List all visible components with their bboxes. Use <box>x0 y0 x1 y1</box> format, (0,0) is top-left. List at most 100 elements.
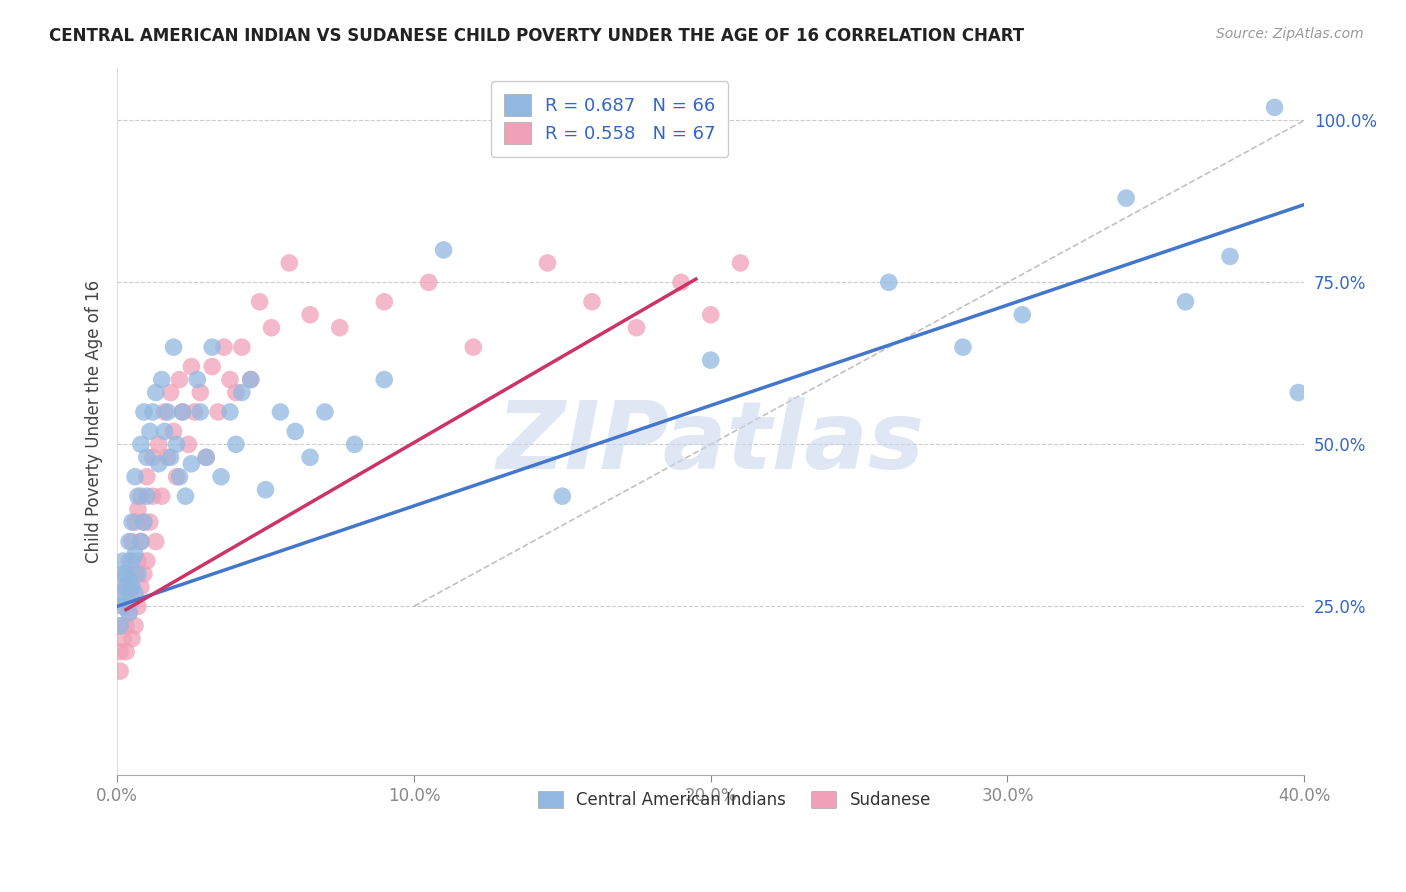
Point <box>112 599 135 614</box>
Point <box>239 373 262 387</box>
Point <box>132 566 155 581</box>
Point <box>115 619 138 633</box>
Point <box>299 308 322 322</box>
Point <box>121 515 143 529</box>
Point <box>108 664 131 678</box>
Point <box>148 457 170 471</box>
Point <box>124 469 146 483</box>
Point <box>169 373 191 387</box>
Point <box>174 489 197 503</box>
Point <box>121 632 143 646</box>
Point <box>124 566 146 581</box>
Point <box>180 457 202 471</box>
Point <box>112 580 135 594</box>
Point <box>129 580 152 594</box>
Point <box>231 385 253 400</box>
Point <box>209 469 232 483</box>
Legend: Central American Indians, Sudanese: Central American Indians, Sudanese <box>531 784 938 816</box>
Point <box>156 450 179 465</box>
Point <box>172 405 194 419</box>
Point <box>108 645 131 659</box>
Point <box>115 566 138 581</box>
Point <box>418 276 440 290</box>
Point <box>127 554 149 568</box>
Point <box>1264 100 1286 114</box>
Point <box>135 554 157 568</box>
Point <box>121 580 143 594</box>
Point <box>112 566 135 581</box>
Point <box>1286 385 1309 400</box>
Point <box>730 256 752 270</box>
Point <box>463 340 485 354</box>
Point <box>166 437 188 451</box>
Text: CENTRAL AMERICAN INDIAN VS SUDANESE CHILD POVERTY UNDER THE AGE OF 16 CORRELATIO: CENTRAL AMERICAN INDIAN VS SUDANESE CHIL… <box>49 27 1025 45</box>
Y-axis label: Child Poverty Under the Age of 16: Child Poverty Under the Age of 16 <box>86 280 103 563</box>
Point <box>124 619 146 633</box>
Point <box>159 450 181 465</box>
Point <box>699 353 721 368</box>
Point <box>124 548 146 562</box>
Point <box>433 243 456 257</box>
Point <box>132 515 155 529</box>
Point <box>169 469 191 483</box>
Point <box>142 450 165 465</box>
Point <box>373 294 395 309</box>
Point <box>124 586 146 600</box>
Point <box>1219 249 1241 263</box>
Point <box>156 405 179 419</box>
Point <box>877 276 900 290</box>
Point <box>201 340 224 354</box>
Point <box>121 554 143 568</box>
Point <box>225 437 247 451</box>
Point <box>108 619 131 633</box>
Point <box>112 599 135 614</box>
Point <box>207 405 229 419</box>
Point <box>139 425 162 439</box>
Point <box>129 489 152 503</box>
Point <box>186 373 208 387</box>
Point <box>112 554 135 568</box>
Point <box>145 534 167 549</box>
Point <box>581 294 603 309</box>
Point <box>177 437 200 451</box>
Point <box>129 534 152 549</box>
Point <box>139 515 162 529</box>
Point <box>172 405 194 419</box>
Point <box>952 340 974 354</box>
Point <box>142 489 165 503</box>
Point <box>699 308 721 322</box>
Point <box>219 373 242 387</box>
Point <box>127 489 149 503</box>
Point <box>148 437 170 451</box>
Point <box>115 566 138 581</box>
Point <box>118 574 141 588</box>
Point <box>231 340 253 354</box>
Point <box>162 340 184 354</box>
Point <box>135 469 157 483</box>
Point <box>135 489 157 503</box>
Point <box>314 405 336 419</box>
Point <box>132 515 155 529</box>
Point <box>212 340 235 354</box>
Point <box>1011 308 1033 322</box>
Point <box>1174 294 1197 309</box>
Point <box>188 405 211 419</box>
Point <box>626 320 648 334</box>
Point <box>129 534 152 549</box>
Point <box>249 294 271 309</box>
Point <box>159 385 181 400</box>
Point <box>124 515 146 529</box>
Point <box>121 534 143 549</box>
Point <box>162 425 184 439</box>
Point <box>239 373 262 387</box>
Point <box>195 450 218 465</box>
Point <box>142 405 165 419</box>
Point <box>132 405 155 419</box>
Point <box>180 359 202 374</box>
Point <box>108 619 131 633</box>
Point <box>121 592 143 607</box>
Point <box>551 489 574 503</box>
Point <box>260 320 283 334</box>
Point <box>150 489 173 503</box>
Point <box>127 599 149 614</box>
